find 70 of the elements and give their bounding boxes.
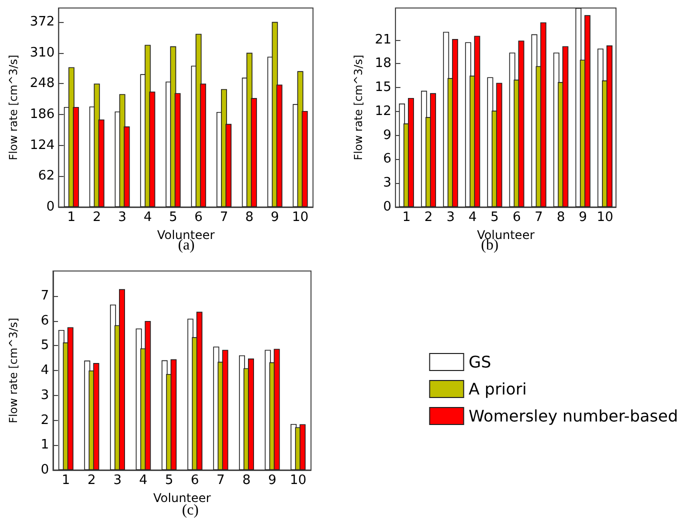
y-tick-label: 12 [374,104,392,119]
x-tick-label: 5 [490,210,499,225]
y-axis-title: Flow rate [cm^3/s] [7,54,20,160]
x-tick-label: 10 [596,210,614,225]
bar [408,98,414,207]
bar [606,45,612,207]
text: (c) [182,502,199,518]
x-tick-label: 5 [164,473,174,488]
x-tick-label: 9 [578,210,588,225]
x-tick-label: 7 [534,210,543,225]
legend-label: A priori [468,380,527,398]
y-tick-label: 5 [40,338,49,354]
x-tick-label: 6 [194,210,203,225]
y-tick-label: 310 [30,45,55,60]
x-tick-label: 2 [92,210,101,225]
x-tick-label: 3 [446,210,455,225]
x-tick-label: 7 [216,473,225,488]
x-tick-label: 4 [144,210,152,225]
y-tick-label: 248 [30,76,55,92]
bar [144,321,151,470]
y-tick-label: 7 [40,288,49,304]
x-tick-label: 3 [118,210,126,225]
y-tick-label: 4 [40,363,49,378]
x-tick-label: 1 [62,473,70,488]
bar [196,312,202,470]
x-tick-label: 2 [88,473,96,488]
y-tick-label: 186 [30,106,55,122]
y-tick-label: 124 [30,138,55,153]
x-tick-label: 3 [113,473,122,488]
x-tick-label: 2 [424,210,433,225]
y-tick-label: 372 [30,14,55,30]
bar [67,327,74,470]
y-tick-label: 15 [374,80,392,96]
y-tick-label: 18 [374,56,392,72]
y-tick-label: 0 [40,462,49,478]
x-tick-label: 1 [402,210,411,225]
bar [540,22,546,207]
x-tick-label: 9 [270,210,279,225]
y-tick-label: 0 [46,200,55,214]
y-tick-label: 6 [383,152,392,167]
y-tick-label: 2 [40,412,49,428]
y-tick-label: 0 [383,200,392,214]
x-tick-label: 6 [512,210,521,225]
y-tick-label: 3 [383,176,392,191]
x-tick-label: 8 [245,210,254,225]
y-tick-label: 3 [40,388,49,403]
x-tick-label: 4 [139,473,148,488]
x-tick-label: 5 [169,210,178,225]
x-axis-title: Volunteer [153,490,211,505]
y-tick-label: 1 [40,438,49,453]
legend-label: Womersley number-based [468,406,678,426]
x-tick-label: 8 [556,210,565,225]
x-tick-label: 6 [190,473,200,488]
y-tick-label: 9 [383,128,392,143]
y-axis-title: Flow rate [cm^3/s] [7,318,20,424]
x-tick-label: 4 [468,210,477,225]
x-tick-label: 10 [292,210,309,225]
x-tick-label: 8 [242,473,251,488]
x-tick-label: 7 [220,210,228,225]
bar [274,348,280,470]
y-tick-label: 62 [38,168,55,184]
legend-label: GS [468,352,492,372]
y-tick-label: 6 [40,313,49,328]
y-tick-label: 21 [374,32,392,48]
y-axis-title: Flow rate [cm^3/s] [352,54,365,160]
x-tick-label: 10 [290,473,306,488]
bar [584,15,590,207]
bar [562,46,568,207]
x-tick-label: 9 [268,473,276,488]
x-tick-label: 1 [67,210,76,225]
